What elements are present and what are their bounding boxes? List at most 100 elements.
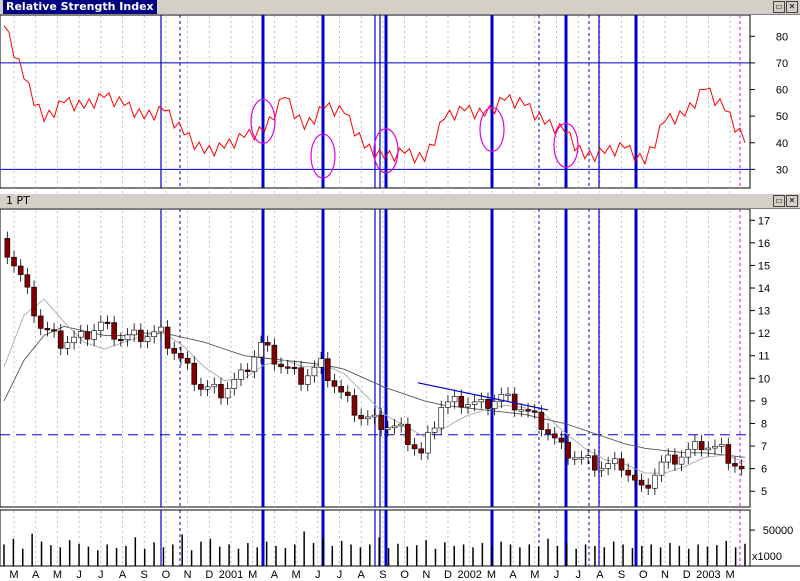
x-tick-label: O [162, 569, 171, 581]
candle-body [678, 456, 685, 465]
candle-body [672, 454, 678, 465]
volume-series [3, 531, 746, 566]
candle-body [144, 336, 151, 342]
candle-body [97, 321, 104, 331]
candle-body [458, 396, 465, 408]
candle-body [471, 401, 478, 405]
rsi-y-tick-label: 30 [776, 164, 788, 176]
candle-body [692, 441, 698, 450]
x-tick-label: J [315, 569, 321, 581]
candle-body [505, 393, 511, 396]
x-tick-label: A [32, 569, 40, 581]
candle-body [405, 423, 411, 445]
candle-body [244, 369, 251, 372]
trendline [417, 382, 549, 411]
price-panel-title: 1 PT [3, 194, 33, 208]
price-y-tick-label: 7 [761, 441, 767, 453]
candle-body [451, 396, 458, 403]
candle-body [705, 447, 712, 451]
x-tick-label: O [400, 569, 409, 581]
x-tick-label: J [575, 569, 581, 581]
x-tick-label: M [9, 569, 18, 581]
rsi-panel-title: Relative Strength Index [3, 0, 157, 14]
x-tick-label: D [444, 569, 452, 581]
candle-body [438, 407, 445, 429]
rsi-y-tick-label: 50 [776, 111, 788, 123]
x-tick-label: J [337, 569, 343, 581]
rsi-highlight-circle [250, 98, 276, 145]
candle-body [77, 331, 84, 338]
candle-body [391, 425, 398, 429]
candle-body [378, 414, 384, 430]
candle-body [204, 386, 211, 390]
rsi-panel-titlebar[interactable]: Relative Strength Index ▭ ✕ [0, 0, 800, 15]
x-tick-label: M [292, 569, 301, 581]
x-tick-label: A [271, 569, 279, 581]
candle-body [411, 444, 418, 450]
candle-body [418, 448, 425, 454]
price-y-tick-label: 5 [761, 486, 767, 498]
candle-body [538, 411, 545, 430]
close-icon[interactable]: ✕ [786, 1, 798, 13]
candle-body [465, 404, 471, 408]
candle-body [184, 357, 191, 364]
candle-body [11, 256, 17, 267]
x-tick-label: 2001 [219, 569, 243, 581]
x-tick-label: M [726, 569, 735, 581]
x-tick-label: S [618, 569, 625, 581]
candle-body [632, 474, 638, 481]
candle-body [518, 409, 525, 412]
candle-body [545, 429, 551, 435]
candle-body [725, 444, 732, 464]
candle-body [284, 366, 291, 369]
candle-body [278, 363, 284, 368]
close-icon[interactable]: ✕ [786, 195, 798, 207]
candle-body [598, 468, 605, 471]
candle-body [665, 454, 672, 463]
candle-body [31, 286, 37, 317]
x-tick-label: S [379, 569, 386, 581]
price-panel-titlebar[interactable]: 1 PT ▭ ✕ [0, 194, 800, 209]
candle-body [64, 342, 71, 349]
candle-body [151, 331, 158, 338]
candle-body [338, 386, 344, 393]
x-tick-label: A [358, 569, 366, 581]
rsi-highlight-circle [553, 122, 579, 169]
candle-body [612, 458, 618, 464]
candle-body [358, 414, 364, 420]
candle-body [211, 383, 218, 388]
candle-body [291, 366, 298, 370]
candle-body [37, 315, 44, 329]
candle-body [445, 401, 451, 408]
candle-body [498, 394, 505, 402]
candle-body [491, 401, 498, 409]
candle-body [224, 388, 231, 399]
x-tick-label: M [248, 569, 257, 581]
restore-icon[interactable]: ▭ [773, 1, 785, 13]
rsi-highlight-circle [373, 128, 399, 174]
candle-body [558, 437, 565, 443]
candle-body [264, 342, 271, 346]
restore-icon[interactable]: ▭ [773, 195, 785, 207]
candle-body [17, 265, 24, 275]
candle-body [344, 391, 351, 396]
candle-body [652, 474, 658, 489]
price-y-tick-label: 8 [761, 418, 767, 430]
x-tick-label: M [530, 569, 539, 581]
rsi-y-tick-label: 80 [776, 31, 788, 43]
candle-body [525, 409, 531, 412]
x-tick-label: M [487, 569, 496, 581]
candle-body [231, 378, 238, 389]
candle-body [738, 465, 745, 470]
x-tick-label: S [141, 569, 148, 581]
candle-body [251, 356, 258, 372]
price-y-tick-label: 10 [758, 373, 770, 385]
candle-body [385, 427, 391, 430]
candle-body [431, 427, 438, 433]
price-y-tick-label: 13 [758, 306, 770, 318]
volume-unit-label: x1000 [752, 551, 782, 563]
candle-body [658, 461, 665, 476]
candle-body [585, 455, 591, 458]
candle-body [638, 479, 645, 486]
